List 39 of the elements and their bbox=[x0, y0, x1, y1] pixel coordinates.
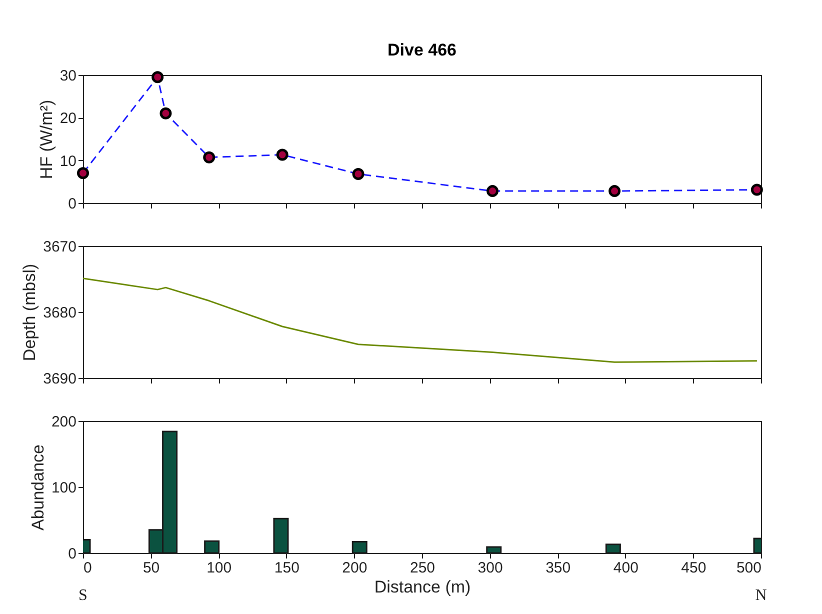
x-axis-title: Distance (m) bbox=[374, 578, 471, 596]
y-tick-label: 3680 bbox=[43, 304, 76, 322]
bar bbox=[605, 544, 621, 553]
x-tick-label: 400 bbox=[613, 560, 638, 576]
y-tick-label: 0 bbox=[68, 546, 76, 562]
y-axis-title: Abundance bbox=[28, 444, 48, 531]
point bbox=[750, 184, 763, 196]
x-tick-label: 50 bbox=[142, 560, 160, 576]
x-tick-label: 0 bbox=[84, 560, 92, 576]
y-tick-label: 10 bbox=[60, 152, 76, 170]
point bbox=[152, 71, 164, 84]
y-tick-label: 3690 bbox=[43, 370, 76, 388]
x-tick-label: 300 bbox=[478, 560, 503, 576]
point bbox=[77, 167, 89, 180]
line-series bbox=[83, 278, 758, 363]
text: S bbox=[78, 587, 88, 604]
point bbox=[608, 185, 621, 198]
x-tick-label: 150 bbox=[274, 560, 300, 576]
y-tick-label: 100 bbox=[51, 480, 76, 496]
chart-title: Dive 466 bbox=[388, 40, 456, 60]
x-tick-label: 200 bbox=[342, 560, 368, 576]
point bbox=[486, 185, 499, 198]
y-tick-label: 3670 bbox=[43, 238, 76, 256]
x-tick-label: 100 bbox=[206, 560, 232, 576]
y-axis-title: HF (W/m²) bbox=[36, 100, 56, 180]
point bbox=[203, 151, 216, 164]
point bbox=[160, 107, 172, 120]
point bbox=[276, 148, 288, 161]
x-tick-label: 350 bbox=[546, 560, 571, 576]
y-tick-label: 200 bbox=[51, 414, 76, 430]
text: N bbox=[755, 587, 768, 604]
y-tick-label: 0 bbox=[68, 196, 76, 212]
y-tick-label: 30 bbox=[60, 68, 76, 84]
x-tick-label: 450 bbox=[681, 560, 706, 576]
x-tick-label: 500 bbox=[736, 560, 762, 576]
point bbox=[352, 168, 364, 180]
x-tick-label: 250 bbox=[410, 560, 436, 576]
y-tick-label: 20 bbox=[60, 110, 76, 128]
y-axis-title: Depth (mbsl) bbox=[20, 264, 40, 362]
